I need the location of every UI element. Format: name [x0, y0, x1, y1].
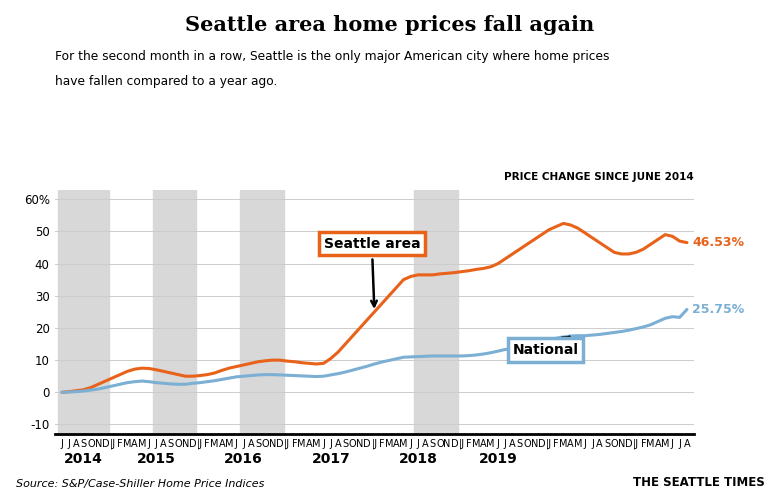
Text: Source: S&P/Case-Shiller Home Price Indices: Source: S&P/Case-Shiller Home Price Indi… [16, 479, 264, 489]
Bar [58, 190, 109, 434]
Text: 2015: 2015 [137, 452, 176, 466]
Text: Seattle area home prices fall again: Seattle area home prices fall again [186, 15, 594, 35]
Text: National: National [512, 336, 579, 357]
Text: For the second month in a row, Seattle is the only major American city where hom: For the second month in a row, Seattle i… [55, 50, 609, 63]
Text: 2016: 2016 [224, 452, 263, 466]
Text: PRICE CHANGE SINCE JUNE 2014: PRICE CHANGE SINCE JUNE 2014 [505, 172, 694, 182]
Bar [240, 190, 284, 434]
Text: Seattle area: Seattle area [324, 237, 420, 306]
Text: 2014: 2014 [64, 452, 103, 466]
Text: 2017: 2017 [311, 452, 350, 466]
Text: have fallen compared to a year ago.: have fallen compared to a year ago. [55, 75, 277, 88]
Text: THE SEATTLE TIMES: THE SEATTLE TIMES [633, 476, 764, 489]
Text: 46.53%: 46.53% [692, 236, 744, 249]
Text: 2019: 2019 [479, 452, 517, 466]
Text: 2018: 2018 [399, 452, 438, 466]
Bar [414, 190, 458, 434]
Bar [153, 190, 197, 434]
Text: 25.75%: 25.75% [692, 303, 744, 316]
